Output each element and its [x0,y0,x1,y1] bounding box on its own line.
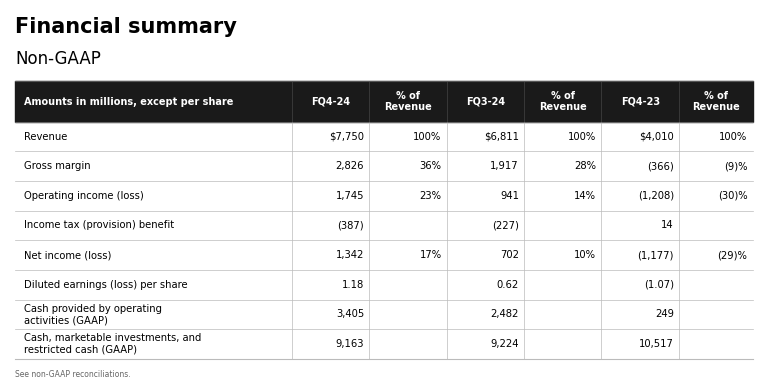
Text: (9)%: (9)% [724,161,747,171]
Text: See non-GAAP reconciliations.: See non-GAAP reconciliations. [15,371,131,379]
Text: % of
Revenue: % of Revenue [692,91,740,113]
Text: 1.18: 1.18 [342,280,364,290]
Text: Revenue: Revenue [25,132,68,142]
Text: Financial summary: Financial summary [15,17,237,38]
Text: Diluted earnings (loss) per share: Diluted earnings (loss) per share [25,280,188,290]
Text: 10%: 10% [574,250,596,260]
Text: 941: 941 [500,191,519,201]
Text: 28%: 28% [574,161,596,171]
Text: $6,811: $6,811 [484,132,519,142]
Text: 100%: 100% [568,132,596,142]
Text: 249: 249 [655,309,674,319]
Text: 2,826: 2,826 [336,161,364,171]
Text: 10,517: 10,517 [639,339,674,349]
Text: 23%: 23% [419,191,442,201]
Text: Net income (loss): Net income (loss) [25,250,111,260]
Text: % of
Revenue: % of Revenue [384,91,432,113]
Text: (1,208): (1,208) [637,191,674,201]
Text: Gross margin: Gross margin [25,161,91,171]
Text: Cash provided by operating
activities (GAAP): Cash provided by operating activities (G… [25,304,162,325]
Text: 1,745: 1,745 [336,191,364,201]
Text: (30)%: (30)% [718,191,747,201]
Text: $7,750: $7,750 [329,132,364,142]
Text: 3,405: 3,405 [336,309,364,319]
Text: $4,010: $4,010 [639,132,674,142]
Text: (29)%: (29)% [717,250,747,260]
Text: (1.07): (1.07) [644,280,674,290]
Text: 1,342: 1,342 [336,250,364,260]
Text: 100%: 100% [719,132,747,142]
Text: Non-GAAP: Non-GAAP [15,50,101,68]
Text: 1,917: 1,917 [490,161,519,171]
Text: 100%: 100% [413,132,442,142]
Text: Amounts in millions, except per share: Amounts in millions, except per share [25,97,233,107]
Text: (227): (227) [492,220,519,230]
Text: (366): (366) [647,161,674,171]
Text: 14: 14 [661,220,674,230]
Text: 9,224: 9,224 [491,339,519,349]
Text: Income tax (provision) benefit: Income tax (provision) benefit [25,220,174,230]
Text: FQ4-23: FQ4-23 [621,97,660,107]
Text: % of
Revenue: % of Revenue [539,91,587,113]
Text: Cash, marketable investments, and
restricted cash (GAAP): Cash, marketable investments, and restri… [25,333,201,355]
Text: 0.62: 0.62 [497,280,519,290]
Text: FQ4-24: FQ4-24 [311,97,350,107]
FancyBboxPatch shape [15,81,753,122]
Text: Operating income (loss): Operating income (loss) [25,191,144,201]
Text: 2,482: 2,482 [491,309,519,319]
Text: (387): (387) [337,220,364,230]
Text: 702: 702 [500,250,519,260]
Text: 14%: 14% [574,191,596,201]
Text: FQ3-24: FQ3-24 [466,97,505,107]
Text: (1,177): (1,177) [637,250,674,260]
Text: 17%: 17% [419,250,442,260]
Text: 9,163: 9,163 [336,339,364,349]
Text: 36%: 36% [419,161,442,171]
